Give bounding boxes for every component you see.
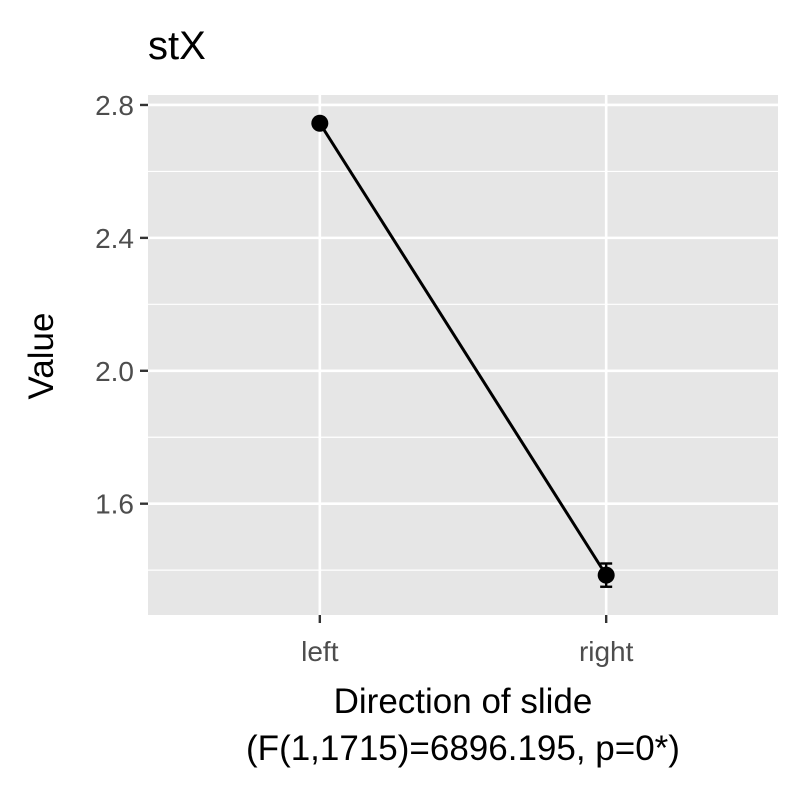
data-point — [311, 114, 329, 132]
x-axis-label-note: (F(1,1715)=6896.195, p=0*) — [246, 729, 680, 768]
grid-minor — [148, 170, 778, 571]
y-tick-label: 2.8 — [95, 90, 134, 121]
plot-panel — [148, 95, 778, 615]
x-tick-label: left — [301, 636, 339, 667]
y-axis-label: Value — [22, 312, 61, 400]
x-axis-label: Direction of slide — [333, 682, 593, 721]
data-point — [597, 566, 615, 584]
grid-major — [148, 95, 778, 615]
series-line — [318, 122, 608, 576]
x-axis: left right — [301, 615, 634, 667]
x-tick-label: right — [579, 636, 634, 667]
y-tick-label: 2.4 — [95, 223, 134, 254]
y-tick-label: 2.0 — [95, 356, 134, 387]
chart-title: stX — [148, 24, 206, 68]
y-axis: 1.6 2.0 2.4 2.8 — [95, 90, 148, 520]
y-tick-label: 1.6 — [95, 489, 134, 520]
data-marks — [311, 114, 615, 588]
